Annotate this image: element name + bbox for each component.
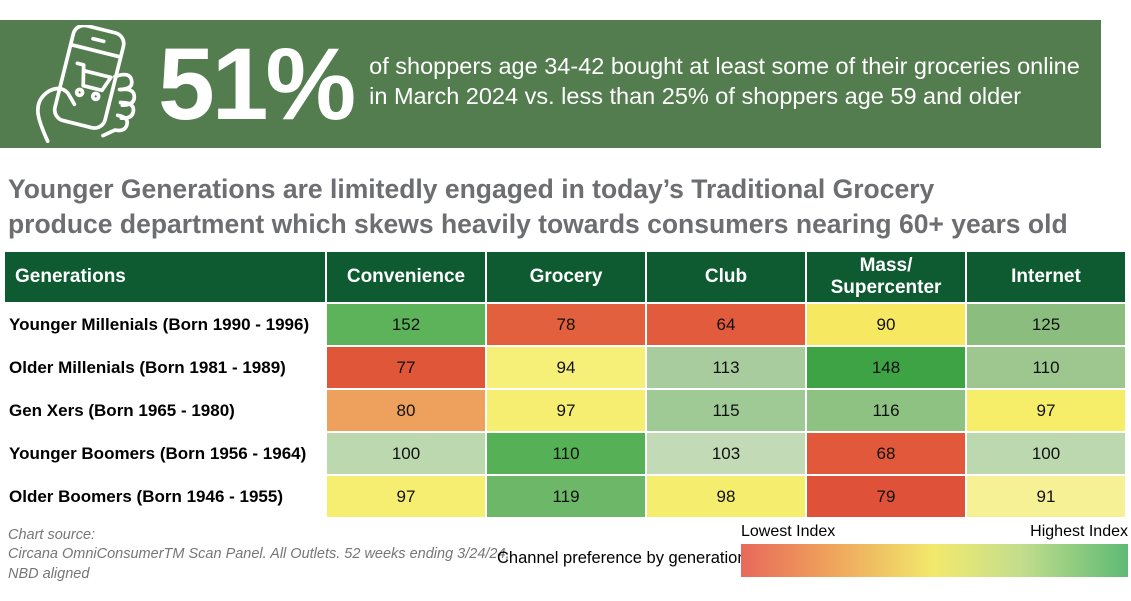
heatmap-cell: 125	[967, 304, 1125, 345]
page-title: Younger Generations are limitedly engage…	[8, 172, 1068, 242]
heatmap-cell: 90	[807, 304, 965, 345]
legend-lowest-label: Lowest Index	[741, 523, 836, 540]
heatmap-cell: 110	[967, 347, 1125, 388]
heatmap-cell: 80	[327, 390, 485, 431]
stat-banner: 51% of shoppers age 34-42 bought at leas…	[0, 20, 1101, 148]
generation-row-label: Older Millenials (Born 1981 - 1989)	[5, 347, 325, 388]
heatmap-cell: 79	[807, 476, 965, 517]
stat-description: of shoppers age 34-42 bought at least so…	[369, 51, 1080, 111]
column-header-convenience: Convenience	[327, 252, 485, 302]
chart-source-line1: Chart source:	[8, 527, 96, 543]
chart-source-line2: Circana OmniConsumerTM Scan Panel. All O…	[8, 546, 510, 563]
heatmap-cell: 97	[967, 390, 1125, 431]
page-title-line1: Younger Generations are limitedly engage…	[8, 174, 935, 204]
heatmap-cell: 94	[487, 347, 645, 388]
generation-channel-heatmap: Generations Convenience Grocery Club Mas…	[5, 252, 1125, 517]
heatmap-cell: 97	[487, 390, 645, 431]
generation-row-label: Younger Boomers (Born 1956 - 1964)	[5, 433, 325, 474]
heatmap-cell: 91	[967, 476, 1125, 517]
stat-value: 51%	[158, 26, 356, 141]
heatmap-cell: 152	[327, 304, 485, 345]
chart-source-line3: NBD aligned	[8, 565, 90, 582]
heatmap-cell: 116	[807, 390, 965, 431]
heatmap-cell: 103	[647, 433, 805, 474]
index-color-legend: Lowest Index Highest Index	[741, 523, 1128, 577]
legend-gradient-bar	[741, 544, 1128, 577]
heatmap-cell: 98	[647, 476, 805, 517]
heatmap-cell: 68	[807, 433, 965, 474]
heatmap-cell: 115	[647, 390, 805, 431]
stat-description-line2: in March 2024 vs. less than 25% of shopp…	[369, 83, 1022, 109]
heatmap-cell: 100	[967, 433, 1125, 474]
hand-holding-phone-shopping-cart-icon	[36, 25, 137, 143]
heatmap-cell: 113	[647, 347, 805, 388]
generation-row-label: Gen Xers (Born 1965 - 1980)	[5, 390, 325, 431]
heatmap-cell: 97	[327, 476, 485, 517]
stat-description-line1: of shoppers age 34-42 bought at least so…	[369, 52, 1080, 79]
column-header-generations: Generations	[5, 252, 325, 302]
generation-row-label: Older Boomers (Born 1946 - 1955)	[5, 476, 325, 517]
legend-caption: Channel preference by generation >	[497, 549, 761, 567]
heatmap-cell: 78	[487, 304, 645, 345]
column-header-internet: Internet	[967, 252, 1125, 302]
legend-highest-label: Highest Index	[1030, 523, 1128, 540]
heatmap-cell: 119	[487, 476, 645, 517]
column-header-club: Club	[647, 252, 805, 302]
heatmap-cell: 110	[487, 433, 645, 474]
heatmap-cell: 77	[327, 347, 485, 388]
heatmap-cell: 148	[807, 347, 965, 388]
column-header-grocery: Grocery	[487, 252, 645, 302]
heatmap-cell: 64	[647, 304, 805, 345]
heatmap-cell: 100	[327, 433, 485, 474]
chart-source-note: Chart source: Circana OmniConsumerTM Sca…	[8, 526, 510, 584]
generation-row-label: Younger Millenials (Born 1990 - 1996)	[5, 304, 325, 345]
column-header-mass-supercenter: Mass/ Supercenter	[807, 252, 965, 302]
page-title-line2: produce department which skews heavily t…	[8, 209, 1068, 240]
